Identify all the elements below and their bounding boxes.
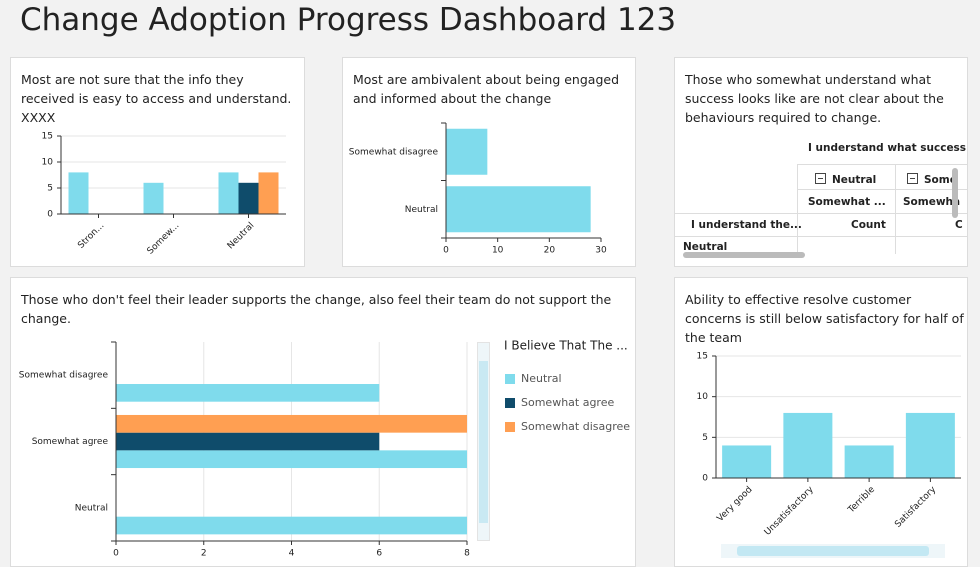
x-tick-label: 4 xyxy=(289,549,295,559)
x-tick-label: Unsatisfactory xyxy=(763,484,816,537)
table-title: Those who somewhat understand what succe… xyxy=(685,72,944,125)
legend-title: I Believe That The ... xyxy=(504,339,628,353)
y-tick-label: 5 xyxy=(47,184,53,194)
bar xyxy=(905,412,955,478)
bar xyxy=(238,182,259,214)
x-tick-label: 20 xyxy=(544,246,556,256)
bar xyxy=(218,172,239,214)
table-line xyxy=(797,164,967,165)
bar xyxy=(143,182,164,214)
collapse-icon[interactable] xyxy=(907,173,918,184)
bar xyxy=(722,445,772,478)
range-thumb[interactable] xyxy=(737,546,929,556)
v-scrollbar[interactable] xyxy=(952,168,958,218)
table-line xyxy=(675,213,967,214)
bar xyxy=(68,172,89,214)
legend-swatch xyxy=(505,374,515,384)
table-line xyxy=(797,189,967,190)
legend-label: Neutral xyxy=(521,372,562,385)
column-text: Neutral xyxy=(832,174,877,186)
chart-title: Most are not sure that the info they rec… xyxy=(21,72,292,125)
y-tick-label: 0 xyxy=(702,474,708,484)
x-tick-label: Terrible xyxy=(846,484,877,515)
bar xyxy=(258,172,279,214)
collapse-icon[interactable] xyxy=(815,173,826,184)
h-scrollbar[interactable] xyxy=(683,252,805,258)
measure-label: C xyxy=(955,219,963,231)
column-label: Neutral xyxy=(815,173,876,186)
x-tick-label: Very good xyxy=(715,485,754,524)
dashboard-title: Change Adoption Progress Dashboard 123 xyxy=(20,2,677,38)
legend-swatch xyxy=(505,398,515,408)
panel: Most are not sure that the info they rec… xyxy=(10,57,305,267)
x-tick-label: 0 xyxy=(443,246,449,256)
x-tick-label: 30 xyxy=(595,246,607,256)
legend-swatch xyxy=(505,422,515,432)
y-tick-label: 10 xyxy=(42,158,54,168)
x-tick-label: Somew... xyxy=(146,221,182,257)
table-line xyxy=(797,164,798,254)
x-tick-label: 10 xyxy=(492,246,504,256)
y-tick-label: 0 xyxy=(47,210,53,220)
panel: Most are ambivalent about being engaged … xyxy=(342,57,636,267)
x-tick-label: Neutral xyxy=(226,221,257,252)
range-slider[interactable] xyxy=(721,544,945,558)
measure-label: Count xyxy=(851,219,886,231)
bar xyxy=(116,450,467,469)
bar xyxy=(116,432,380,451)
bar xyxy=(446,186,591,233)
y-tick-label: Somewhat agree xyxy=(32,437,109,447)
x-tick-label: Satisfactory xyxy=(893,484,938,529)
subcolumn-label: Somewha xyxy=(903,196,961,208)
x-tick-label: 6 xyxy=(376,549,382,559)
x-tick-label: 2 xyxy=(201,549,207,559)
bar xyxy=(116,516,467,535)
row-label: Neutral xyxy=(683,241,728,253)
y-tick-label: Somewhat disagree xyxy=(19,371,109,381)
bar xyxy=(783,412,833,478)
legend-label: Somewhat agree xyxy=(521,396,614,409)
bar xyxy=(446,128,488,175)
chart: 0 5 10 15 Very good Unsatisfactory Terrible Sat… xyxy=(697,352,961,538)
table-line xyxy=(895,164,896,254)
chart-title: Those who don't feel their leader suppor… xyxy=(21,292,612,326)
y-tick-label: 5 xyxy=(702,433,708,443)
panel: Those who somewhat understand what succe… xyxy=(674,57,968,267)
scroll-thumb[interactable] xyxy=(479,361,488,523)
chart: 0 5 10 15 Stron... Somew... Neutral xyxy=(42,132,286,257)
column-label: Some xyxy=(907,173,957,186)
row-header: I understand the... xyxy=(691,219,802,231)
bar xyxy=(116,414,467,433)
y-tick-label: Neutral xyxy=(75,503,108,513)
y-tick-label: 15 xyxy=(42,132,53,142)
panel: Those who don't feel their leader suppor… xyxy=(10,277,636,567)
x-tick-label: 8 xyxy=(464,549,470,559)
y-tick-label: Somewhat disagree xyxy=(349,147,439,157)
bar xyxy=(844,445,894,478)
chart: 0 10 20 30 Somewhat disagree Neutral xyxy=(349,122,607,256)
x-tick-label: Stron... xyxy=(76,221,106,251)
scroll-track[interactable] xyxy=(477,342,490,541)
y-tick-label: 10 xyxy=(697,392,709,402)
panel: Ability to effective resolve customer co… xyxy=(674,277,968,567)
chart-title: Most are ambivalent about being engaged … xyxy=(353,72,620,106)
chart-title: Ability to effective resolve customer co… xyxy=(685,292,964,345)
subcolumn-label: Somewhat ... xyxy=(808,196,886,208)
table-line xyxy=(675,236,967,237)
x-tick-label: 0 xyxy=(113,549,119,559)
legend-label: Somewhat disagree xyxy=(521,420,630,433)
column-header: I understand what success xyxy=(808,142,967,154)
y-tick-label: 15 xyxy=(697,352,708,362)
y-tick-label: Neutral xyxy=(405,205,438,215)
chart: 0 2 4 6 8 Somewhat disagree Somewhat agree Neut… xyxy=(19,339,630,559)
column-text: Some xyxy=(924,174,957,186)
bar xyxy=(116,384,380,402)
